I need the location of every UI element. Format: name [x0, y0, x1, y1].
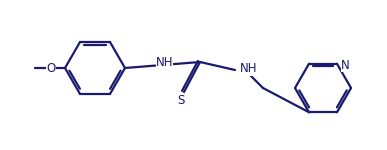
- Text: S: S: [177, 93, 185, 106]
- Text: N: N: [341, 59, 350, 72]
- Text: NH: NH: [156, 57, 173, 69]
- Text: O: O: [46, 61, 56, 75]
- Text: NH: NH: [240, 63, 257, 75]
